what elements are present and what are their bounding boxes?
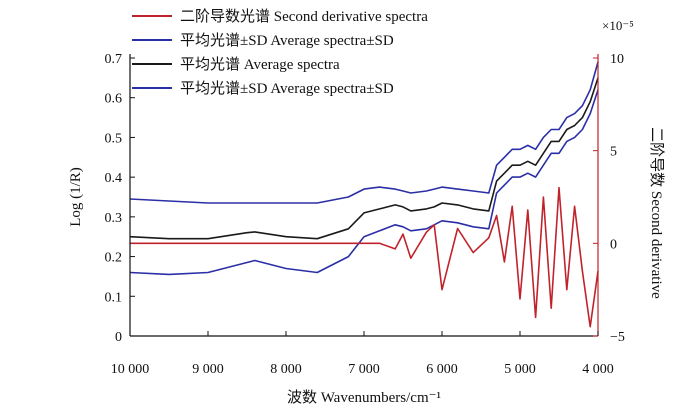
legend-label: 平均光谱 Average spectra — [180, 56, 340, 73]
series-line-3 — [130, 186, 599, 328]
series-line-0 — [129, 61, 599, 204]
x-tick-label: 8 000 — [270, 362, 302, 377]
left-axis-title: Log (1/R) — [68, 167, 84, 227]
series-line-2 — [129, 89, 599, 276]
x-tick-label: 4 000 — [582, 362, 614, 377]
left-tick-label: 0.2 — [105, 251, 123, 266]
axes: 0 0.1 0.2 0.3 0.4 0.5 0.6 0.7 −5 0 5 10 10 000 9 000 8… — [68, 18, 665, 406]
right-tick-label: 0 — [610, 237, 617, 252]
left-tick-label: 0.4 — [105, 171, 123, 186]
right-tick-label: 5 — [610, 145, 617, 160]
legend-label: 二阶导数光谱 Second derivative spectra — [180, 8, 428, 25]
left-tick-label: 0.3 — [105, 211, 123, 226]
left-tick-label: 0.6 — [105, 92, 123, 107]
plot-lines — [129, 61, 599, 328]
left-tick-label: 0.7 — [105, 52, 123, 67]
left-tick-label: 0.1 — [105, 290, 123, 305]
x-tick-label: 9 000 — [192, 362, 224, 377]
left-tick-label: 0 — [115, 330, 122, 345]
right-axis-title: 二阶导数 Second derivative — [648, 127, 665, 299]
x-axis-title: 波数 Wavenumbers/cm⁻¹ — [287, 389, 441, 406]
x-tick-label: 7 000 — [348, 362, 380, 377]
x-tick-label: 5 000 — [504, 362, 536, 377]
right-tick-label: −5 — [610, 330, 625, 345]
right-axis-unit: ×10⁻⁵ — [602, 18, 634, 33]
series-line-1 — [129, 77, 599, 240]
left-tick-label: 0.5 — [105, 131, 123, 146]
right-tick-label: 10 — [610, 52, 624, 67]
legend: 二阶导数光谱 Second derivative spectra 平均光谱±SD … — [132, 8, 428, 97]
legend-label: 平均光谱±SD Average spectra±SD — [180, 32, 394, 49]
x-tick-label: 6 000 — [426, 362, 458, 377]
x-tick-label: 10 000 — [111, 362, 150, 377]
legend-label: 平均光谱±SD Average spectra±SD — [180, 80, 394, 97]
